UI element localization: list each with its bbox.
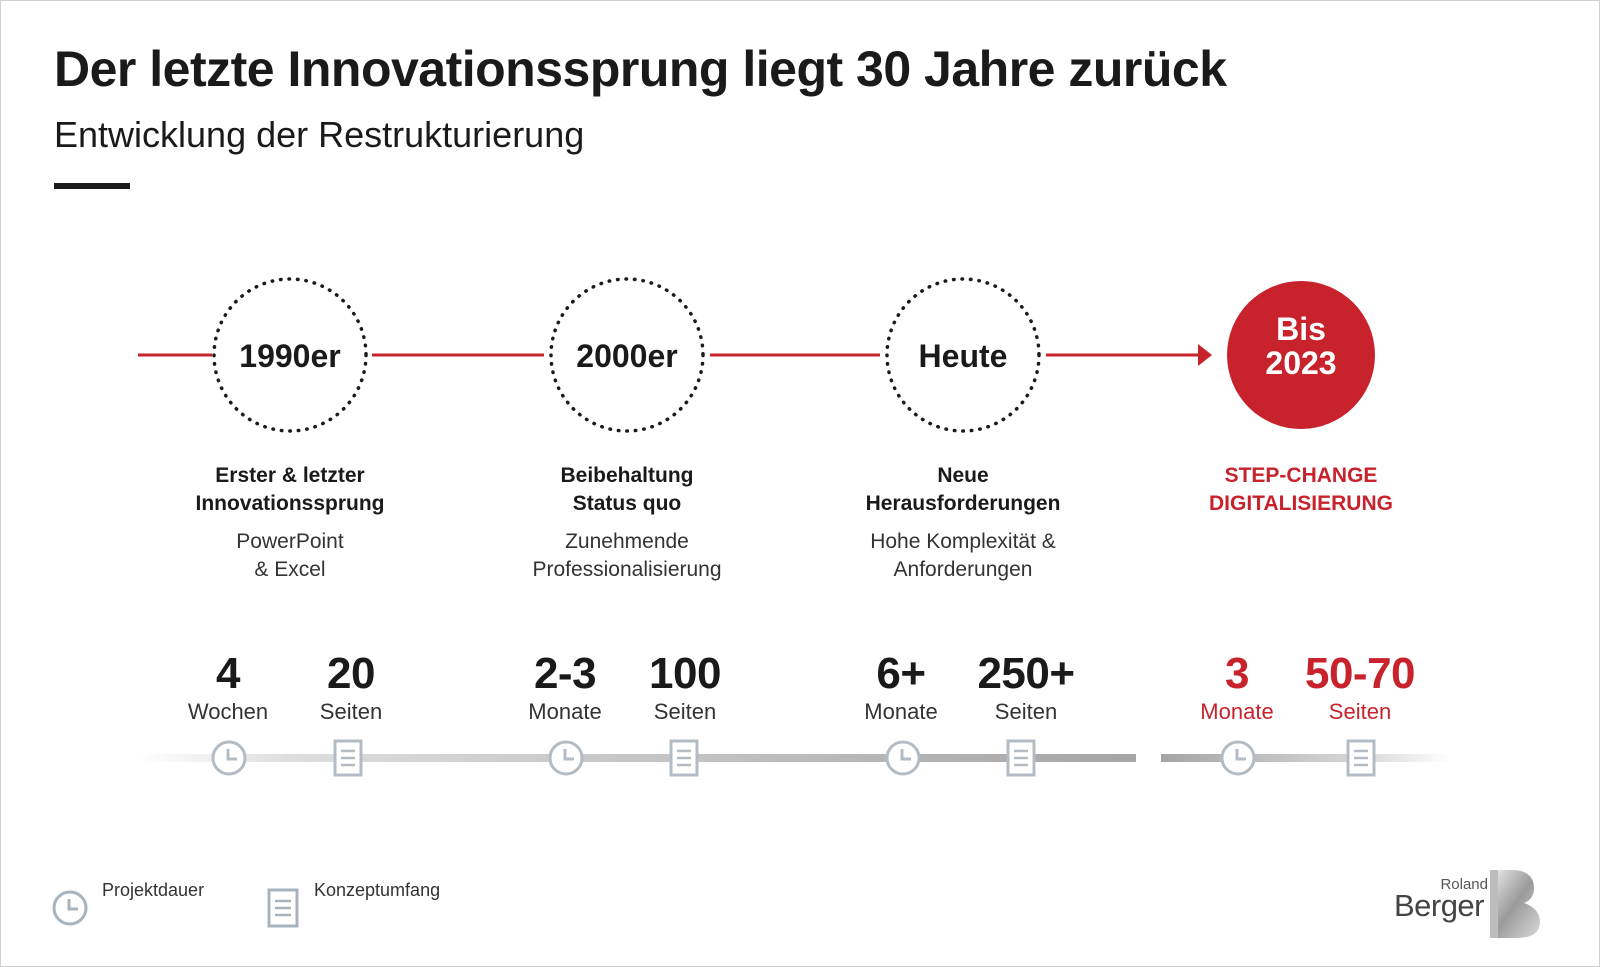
stage-circle-2000er [549,277,705,433]
legend-duration: Projektdauer [94,868,204,912]
scope-value: 250+ [977,649,1075,698]
title-underline [54,183,130,189]
stage-info-2000er: Beibehaltung Status quo Zunehmende Profe… [477,462,777,584]
stage-heading: Neue Herausforderungen [865,464,1061,515]
metric-duration-2000er: 2-3 Monate [500,650,630,726]
legend-scope-label: Konzeptumfang [314,879,441,900]
stage-label-line: Bis [1276,311,1326,347]
scope-unit: Seiten [319,699,383,724]
stage-circle-1990er [212,277,368,433]
document-icon [1346,739,1376,777]
metric-duration-bis-2023: 3 Monate [1172,650,1302,726]
stage-description: Zunehmende Professionalisierung [532,530,722,581]
stage-description: PowerPoint & Excel [236,530,344,581]
metric-duration-heute: 6+ Monate [836,650,966,726]
stage-circle-bis-2023 [1227,281,1375,429]
roland-berger-logo: Roland Berger [1393,866,1546,942]
duration-unit: Wochen [187,699,269,724]
stage-label: 2000er [576,338,677,374]
metric-scope-2000er: 100 Seiten [620,650,750,726]
arrowhead [1198,344,1212,366]
metric-scope-bis-2023: 50-70 Seiten [1295,650,1425,726]
stage-label-line: 2023 [1265,345,1336,381]
clock-icon [548,740,584,776]
logo-wordmark: Berger [1393,888,1485,923]
duration-value: 2-3 [533,649,597,698]
duration-unit: Monate [1200,699,1274,724]
stage-description: Hohe Komplexität & Anforderungen [870,530,1056,581]
clock-icon [1220,740,1256,776]
document-icon [333,739,363,777]
stage-heading: Beibehaltung Status quo [560,464,694,515]
scope-value: 20 [327,649,375,698]
duration-value: 6+ [876,649,926,698]
scope-value: 100 [649,649,721,698]
stage-info-bis-2023: STEP-CHANGE DIGITALISIERUNG [1151,462,1451,518]
stage-heading: STEP-CHANGE DIGITALISIERUNG [1209,464,1393,515]
duration-value: 4 [216,649,240,698]
clock-icon [885,740,921,776]
duration-unit: Monate [528,699,602,724]
stage-heading: Erster & letzter Innovationssprung [195,464,385,515]
legend-scope: Konzeptumfang [306,868,440,912]
metric-duration-1990er: 4 Wochen [163,650,293,726]
document-icon [1006,739,1036,777]
progress-track-main [138,754,1136,762]
page-title: Der letzte Innovationssprung liegt 30 Ja… [54,41,1227,97]
scope-value: 50-70 [1304,649,1416,698]
document-icon [669,739,699,777]
stage-info-heute: Neue Herausforderungen Hohe Komplexität … [813,462,1113,584]
stage-label: Heute [919,338,1008,374]
stage-circle-heute [885,277,1041,433]
clock-icon [52,890,88,926]
metric-scope-1990er: 20 Seiten [286,650,416,726]
progress-track-future [1161,754,1451,762]
page-subtitle: Entwicklung der Restrukturierung [54,114,585,155]
stage-info-1990er: Erster & letzter Innovationssprung Power… [140,462,440,584]
document-icon [267,888,299,928]
logo-b-icon [1490,870,1540,938]
legend-duration-label: Projektdauer [102,879,205,900]
scope-unit: Seiten [1328,699,1392,724]
metric-scope-heute: 250+ Seiten [961,650,1091,726]
duration-value: 3 [1225,649,1249,698]
clock-icon [211,740,247,776]
stage-label-highlight: Bis 2023 [1265,311,1336,381]
scope-unit: Seiten [653,699,717,724]
logo-wordmark-small: Roland [1440,876,1488,893]
duration-unit: Monate [864,699,938,724]
stage-label: 1990er [239,338,340,374]
scope-unit: Seiten [994,699,1058,724]
